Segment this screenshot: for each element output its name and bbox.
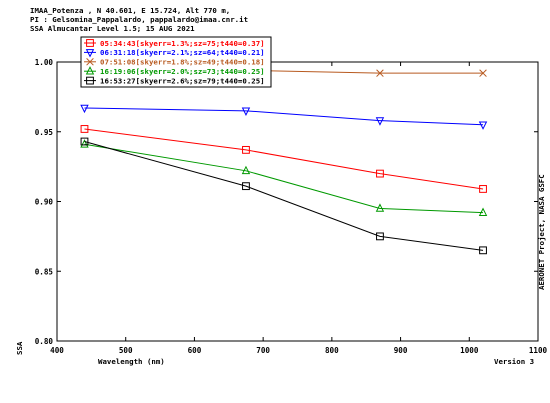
data-point <box>80 137 89 146</box>
y-tick-label: 0.80 <box>35 337 54 346</box>
legend-marker <box>86 76 94 85</box>
legend-marker <box>86 39 94 47</box>
y-tick-label: 0.90 <box>35 198 54 207</box>
header-line-2: PI : Gelsomina_Pappalardo, pappalardo@im… <box>30 15 248 24</box>
data-point <box>375 203 385 212</box>
series-line <box>84 128 484 190</box>
x-tick-label: 900 <box>394 346 408 355</box>
header-line-3: SSA Almucantar Level 1.5; 15 AUG 2021 <box>30 24 195 33</box>
x-tick-label: 600 <box>188 346 202 355</box>
data-point <box>480 50 487 57</box>
data-point <box>377 50 384 57</box>
x-axis-label: Wavelength (nm) <box>98 357 165 366</box>
data-point <box>241 165 251 175</box>
x-tick-label: 700 <box>256 346 270 355</box>
x-tick-label: 1100 <box>529 346 548 355</box>
data-point <box>478 121 488 130</box>
data-point <box>376 169 384 178</box>
data-point <box>80 125 89 133</box>
x-tick-label: 800 <box>325 346 339 355</box>
y-tick-label: 0.95 <box>35 128 54 137</box>
data-point <box>478 207 488 216</box>
aeronet-credit: AERONET Project, NASA GSFC <box>537 174 546 290</box>
series-line <box>84 143 484 214</box>
legend: 05:34:43[skyerr=1.3%;sz=75;t440=0.37]06:… <box>80 36 272 88</box>
header-line-1: IMAA_Potenza , N 40.601, E 15.724, Alt 7… <box>30 6 230 15</box>
series-5 <box>80 125 487 193</box>
axis-ticks: 400 500 600 700 800 900 1000 1100 0.80 0.85 0.90 0.… <box>35 58 548 355</box>
data-point <box>241 107 251 116</box>
series-line <box>84 141 484 251</box>
legend-entry: 07:51:08[skyerr=1.8%;sz=49;t440=0.18] <box>100 58 265 67</box>
version-label: Version 3 <box>494 357 534 366</box>
series-3 <box>80 139 488 216</box>
y-tick-label: 0.85 <box>35 267 54 276</box>
legend-entry: 16:53:27[skyerr=2.6%;sz=79;t440=0.25] <box>100 76 265 85</box>
data-point <box>375 117 385 126</box>
series-line <box>84 107 484 126</box>
plot-frame <box>56 61 539 342</box>
series-1 <box>80 104 488 130</box>
legend-marker <box>85 66 95 75</box>
legend-entry: 16:19:06[skyerr=2.0%;sz=73;t440=0.25] <box>100 67 265 76</box>
data-point <box>376 232 384 241</box>
x-tick-label: 500 <box>119 346 133 355</box>
data-point <box>242 182 250 191</box>
legend-entry: 06:31:18[skyerr=2.1%;sz=64;t440=0.21] <box>100 48 265 57</box>
y-tick-label: 1.00 <box>35 58 54 67</box>
data-point <box>376 69 384 77</box>
data-point <box>479 246 487 255</box>
x-tick-label: 400 <box>50 346 64 355</box>
data-point <box>479 69 487 77</box>
series-4 <box>80 137 487 255</box>
data-point <box>80 104 89 114</box>
data-point <box>242 145 250 154</box>
series-layer <box>80 50 488 255</box>
legend-box <box>80 36 272 88</box>
legend-marker <box>86 58 94 66</box>
data-point <box>80 139 89 148</box>
legend-marker <box>85 49 95 58</box>
legend-entry: 05:34:43[skyerr=1.3%;sz=75;t440=0.37] <box>100 39 265 48</box>
y-axis-label: SSA <box>15 341 24 355</box>
data-point <box>479 185 487 193</box>
x-tick-label: 1000 <box>460 346 479 355</box>
